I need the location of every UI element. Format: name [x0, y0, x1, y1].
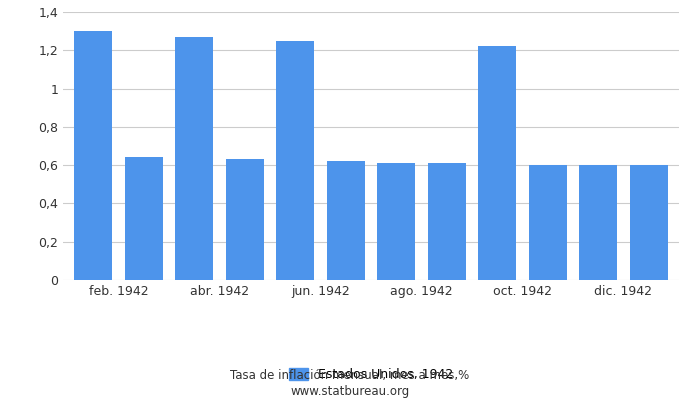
- Text: www.statbureau.org: www.statbureau.org: [290, 386, 410, 398]
- Bar: [125, 158, 162, 280]
- Legend: Estados Unidos, 1942: Estados Unidos, 1942: [284, 363, 458, 386]
- Bar: [276, 41, 314, 280]
- Bar: [175, 37, 214, 280]
- Bar: [377, 163, 415, 280]
- Bar: [580, 165, 617, 280]
- Bar: [74, 31, 112, 280]
- Bar: [478, 46, 516, 280]
- Text: Tasa de inflación mensual, mes a mes,%: Tasa de inflación mensual, mes a mes,%: [230, 370, 470, 382]
- Bar: [630, 165, 668, 280]
- Bar: [327, 161, 365, 280]
- Bar: [528, 165, 567, 280]
- Bar: [428, 163, 466, 280]
- Bar: [226, 159, 264, 280]
